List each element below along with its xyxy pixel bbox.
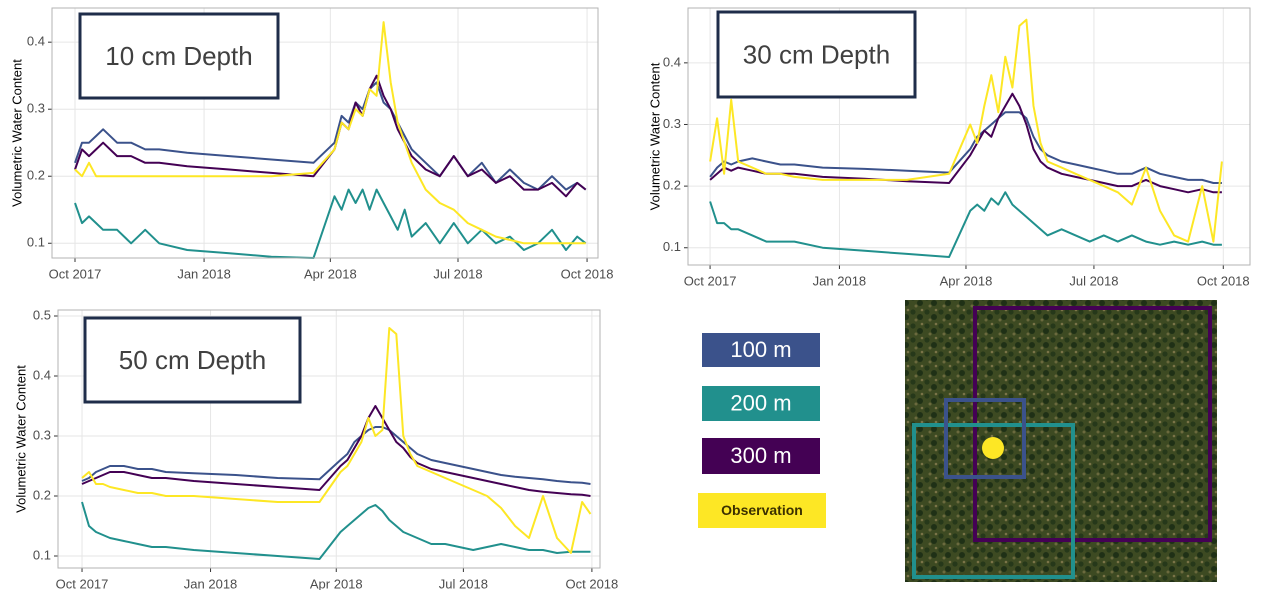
- x-tick-label: Jan 2018: [177, 266, 231, 281]
- y-axis-label: Volumetric Water Content: [9, 59, 24, 207]
- legend-label: Observation: [721, 502, 803, 518]
- chart-title: 50 cm Depth: [119, 345, 266, 375]
- legend-label: 100 m: [730, 337, 791, 362]
- x-tick-label: Jan 2018: [184, 576, 238, 590]
- y-tick-label: 0.2: [663, 178, 681, 193]
- y-tick-label: 0.4: [27, 34, 45, 49]
- y-tick-label: 0.3: [33, 427, 51, 442]
- y-tick-label: 0.3: [663, 116, 681, 131]
- y-tick-label: 0.1: [663, 239, 681, 254]
- x-tick-label: Jul 2018: [439, 576, 488, 590]
- x-tick-label: Jul 2018: [433, 266, 482, 281]
- x-tick-label: Oct 2018: [561, 266, 614, 281]
- x-tick-label: Oct 2017: [49, 266, 102, 281]
- x-tick-label: Oct 2017: [56, 576, 109, 590]
- chart-title: 30 cm Depth: [743, 39, 890, 69]
- y-tick-label: 0.5: [33, 307, 51, 322]
- y-tick-label: 0.4: [663, 54, 681, 69]
- y-tick-label: 0.4: [33, 367, 51, 382]
- chart-title: 10 cm Depth: [105, 41, 252, 71]
- x-tick-label: Apr 2018: [310, 576, 363, 590]
- y-axis-label: Volumetric Water Content: [13, 365, 28, 513]
- y-tick-label: 0.1: [27, 235, 45, 250]
- x-tick-label: Oct 2017: [684, 273, 737, 288]
- y-tick-label: 0.2: [27, 168, 45, 183]
- figure: 0.1 0.2 0.3 0.4 Oct 2017 Jan 2018 Apr 2018 Jul …: [0, 0, 1261, 590]
- y-tick-label: 0.2: [33, 487, 51, 502]
- x-tick-label: Apr 2018: [940, 273, 993, 288]
- x-tick-label: Jan 2018: [813, 273, 867, 288]
- x-tick-label: Apr 2018: [304, 266, 357, 281]
- x-tick-label: Oct 2018: [1197, 273, 1250, 288]
- y-axis-label: Volumetric Water Content: [647, 62, 662, 210]
- x-tick-label: Oct 2018: [566, 576, 619, 590]
- aerial-image: [905, 300, 1217, 582]
- x-tick-label: Jul 2018: [1069, 273, 1118, 288]
- observation-point: [982, 437, 1004, 459]
- legend-label: 300 m: [730, 443, 791, 468]
- y-tick-label: 0.3: [27, 101, 45, 116]
- legend-label: 200 m: [730, 390, 791, 415]
- y-tick-label: 0.1: [33, 547, 51, 562]
